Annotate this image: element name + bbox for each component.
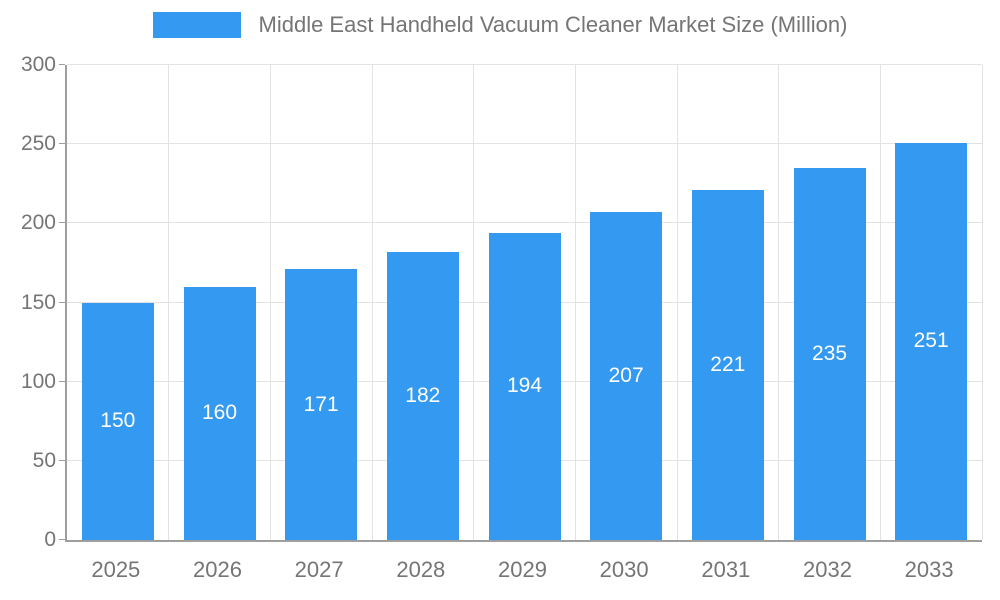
gridline-vertical <box>879 65 881 540</box>
bar-value-label: 207 <box>608 364 644 388</box>
y-tick-mark <box>59 459 65 461</box>
y-tick-mark <box>59 380 65 382</box>
bar-2032[interactable]: 235 <box>793 167 866 540</box>
x-axis-tick-label: 2027 <box>294 557 344 582</box>
y-tick-mark <box>59 222 65 224</box>
bar-value-label: 160 <box>201 401 238 425</box>
gridline-vertical <box>473 65 475 540</box>
x-axis-tick-label: 2028 <box>396 557 446 582</box>
gridline-vertical <box>778 65 780 540</box>
y-axis-tick-label: 150 <box>20 290 56 314</box>
bar-value-label: 150 <box>100 409 136 433</box>
y-tick-mark <box>59 539 65 540</box>
plot-area: 150 160 171 182 194 207 221 235 251 <box>59 64 983 542</box>
y-axis-tick-label: 200 <box>20 211 56 235</box>
bar-2028[interactable]: 182 <box>386 251 459 540</box>
bar-2031[interactable]: 221 <box>691 190 764 540</box>
legend-swatch <box>152 12 241 38</box>
gridline-vertical <box>676 65 678 540</box>
gridline-horizontal <box>67 64 982 65</box>
bar-2025[interactable]: 150 <box>81 302 154 540</box>
legend-label: Middle East Handheld Vacuum Cleaner Mark… <box>258 12 848 37</box>
bar-value-label: 182 <box>405 383 441 407</box>
y-axis-tick-label: 50 <box>32 448 56 472</box>
x-axis: 2025 2026 2027 2028 2029 2030 2031 2032 2033 <box>65 557 980 591</box>
x-axis-tick-label: 2029 <box>498 557 547 582</box>
bar-value-label: 221 <box>710 353 746 377</box>
y-tick-mark <box>59 143 65 145</box>
bar-2029[interactable]: 194 <box>488 232 561 540</box>
y-axis-tick-label: 100 <box>20 369 56 393</box>
gridline-horizontal <box>67 143 982 145</box>
bar-value-label: 251 <box>913 329 949 353</box>
bar-2026[interactable]: 160 <box>183 286 256 540</box>
y-axis-tick-label: 300 <box>20 53 56 76</box>
x-axis-tick-label: 2033 <box>904 557 954 582</box>
x-axis-tick-label: 2031 <box>701 557 751 582</box>
x-axis-tick-label: 2030 <box>599 557 649 582</box>
x-axis-tick-label: 2032 <box>803 557 852 582</box>
gridline-horizontal <box>67 222 982 224</box>
x-axis-tick-label: 2025 <box>91 557 141 582</box>
x-axis-tick-label: 2026 <box>193 557 242 582</box>
gridline-vertical <box>168 65 170 540</box>
gridline-vertical <box>981 65 983 540</box>
gridline-vertical <box>269 65 271 540</box>
legend[interactable]: Middle East Handheld Vacuum Cleaner Mark… <box>0 12 1000 38</box>
y-axis: 0 50 100 150 200 250 300 <box>4 0 56 600</box>
y-tick-mark <box>59 301 65 303</box>
y-axis-tick-label: 250 <box>20 132 56 156</box>
gridline-vertical <box>574 65 576 540</box>
y-axis-tick-label: 0 <box>44 528 56 551</box>
bar-2027[interactable]: 171 <box>285 269 358 540</box>
bar-value-label: 194 <box>506 374 543 398</box>
gridline-vertical <box>371 65 373 540</box>
bar-2033[interactable]: 251 <box>895 142 968 540</box>
bar-2030[interactable]: 207 <box>590 212 663 540</box>
bar-value-label: 235 <box>811 341 848 365</box>
bar-value-label: 171 <box>303 392 339 416</box>
y-tick-mark <box>59 64 65 65</box>
